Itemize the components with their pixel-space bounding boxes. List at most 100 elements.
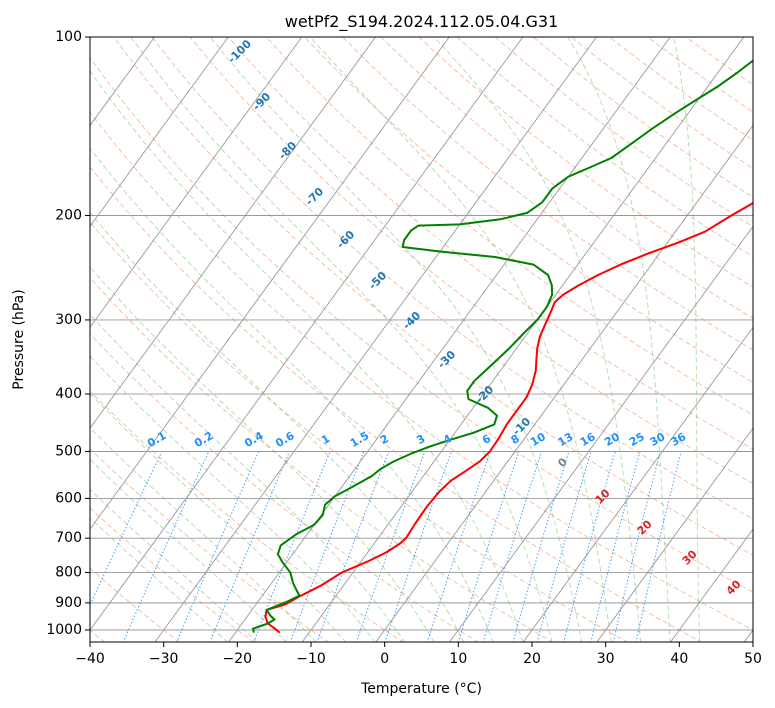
isotherm-line — [743, 629, 753, 642]
mixing-ratio-label: 10 — [528, 430, 548, 449]
x-axis-label: Temperature (°C) — [360, 681, 482, 697]
mixing-ratio-line — [563, 451, 616, 642]
moist-adiabat-line — [90, 458, 288, 642]
dry-adiabat-line — [90, 221, 628, 642]
dry-adiabat-label: -50 — [366, 269, 389, 292]
mixing-ratio-line — [209, 451, 290, 642]
y-tick-label: 900 — [55, 595, 82, 611]
dry-adiabat-label: 0 — [555, 455, 570, 470]
isotherm-line — [449, 225, 753, 642]
mixing-ratio-label: 25 — [627, 430, 647, 449]
moist-adiabat-line — [90, 427, 317, 642]
dry-adiabat-line — [189, 37, 753, 485]
y-tick-label: 300 — [55, 312, 82, 328]
isotherm-line — [375, 124, 753, 642]
y-tick-label: 200 — [55, 208, 82, 224]
mixing-ratio-label: 1.5 — [348, 429, 371, 450]
isotherm-line — [90, 37, 303, 329]
moist-adiabat-line — [90, 70, 524, 642]
dry-adiabat-line — [90, 567, 180, 642]
y-tick-label: 1000 — [46, 622, 82, 638]
x-tick-label: 10 — [449, 651, 467, 667]
mixing-ratio-line — [457, 451, 520, 642]
isotherm-line — [301, 37, 745, 642]
dry-adiabat-line — [113, 37, 753, 556]
grid — [0, 37, 753, 643]
mixing-ratio-label: 0.4 — [242, 429, 266, 450]
mixing-ratio-label: 6 — [480, 432, 493, 447]
dry-adiabat-line — [90, 276, 554, 642]
y-tick-label: 600 — [55, 490, 82, 506]
x-tick-label: −30 — [149, 651, 179, 667]
mixing-ratio-line — [355, 451, 426, 642]
dry-adiabat-label: 20 — [635, 517, 655, 537]
dry-adiabat-label: 30 — [680, 547, 700, 567]
mixing-ratio-line — [176, 451, 260, 642]
x-tick-label: −20 — [223, 651, 253, 667]
dry-adiabat-line — [90, 448, 330, 642]
mixing-ratio-label: 2 — [378, 432, 391, 447]
dry-adiabat-line — [571, 37, 753, 170]
dry-adiabat-label: -80 — [276, 139, 299, 162]
isotherm-line — [154, 37, 597, 642]
mixing-ratio-label: 13 — [556, 430, 576, 449]
plot-frame — [89, 36, 754, 643]
y-tick-label: 400 — [55, 386, 82, 402]
dry-adiabat-line — [90, 111, 753, 631]
dry-adiabat-line — [647, 37, 753, 113]
moist-adiabat-line — [434, 37, 642, 642]
mixing-ratio-line — [316, 451, 390, 642]
mixing-ratio-line — [90, 451, 163, 607]
x-tick-label: 30 — [597, 651, 615, 667]
dry-adiabat-line — [90, 507, 255, 642]
mixing-ratio-line — [612, 451, 661, 642]
moist-adiabat-line — [90, 392, 347, 642]
mixing-ratio-label: 0.6 — [273, 429, 297, 450]
isotherm-line — [90, 37, 524, 631]
profile-lines — [252, 59, 753, 634]
x-tick-label: 0 — [380, 651, 389, 667]
dry-adiabat-label: 40 — [724, 577, 744, 597]
mixing-ratio-line — [512, 451, 570, 642]
moist-adiabat-line — [673, 37, 701, 642]
y-tick-label: 700 — [55, 530, 82, 546]
line-labels: -100-90-80-70-60-50-40-30-20-10010203040… — [145, 37, 744, 598]
mixing-ratio-line — [590, 451, 641, 642]
moist-adiabat-line — [309, 37, 612, 642]
isotherm-line — [90, 37, 450, 530]
isotherm-line — [0, 37, 7, 643]
dry-adiabat-label: -30 — [435, 348, 458, 371]
dry-adiabat-line — [685, 37, 753, 86]
dry-adiabat-line — [456, 37, 753, 258]
dry-adiabat-label: -40 — [400, 309, 423, 332]
dry-adiabat-line — [151, 37, 753, 520]
y-tick-label: 100 — [55, 29, 82, 45]
mixing-ratio-line — [635, 451, 682, 642]
mixing-ratio-label: 0.2 — [192, 429, 215, 450]
dry-adiabat-line — [342, 37, 753, 351]
y-axis-label: Pressure (hPa) — [11, 289, 27, 389]
mixing-ratio-label: 3 — [414, 432, 427, 447]
mixing-ratio-label: 16 — [578, 430, 598, 449]
dry-adiabat-line — [90, 56, 753, 593]
moist-adiabat-line — [90, 147, 494, 642]
moist-adiabat-line — [90, 266, 435, 642]
mixing-ratio-label: 30 — [648, 430, 668, 449]
dry-adiabat-line — [90, 333, 479, 642]
moist-adiabat-line — [90, 355, 376, 642]
dry-adiabat-line — [304, 37, 753, 383]
chart-title: wetPf2_S194.2024.112.05.04.G31 — [285, 12, 559, 32]
temperature-line — [264, 201, 753, 634]
dry-adiabat-line — [90, 166, 703, 642]
y-tick-label: 500 — [55, 443, 82, 459]
x-tick-label: 40 — [670, 651, 688, 667]
isotherm-line — [522, 326, 753, 642]
mixing-ratio-line — [536, 451, 592, 642]
mixing-ratio-label: 20 — [602, 430, 622, 449]
moist-adiabat-line — [90, 488, 258, 642]
isotherm-line — [228, 37, 671, 642]
moist-adiabat-line — [90, 313, 406, 642]
y-tick-label: 800 — [55, 565, 82, 581]
moist-adiabat-line — [567, 37, 671, 642]
